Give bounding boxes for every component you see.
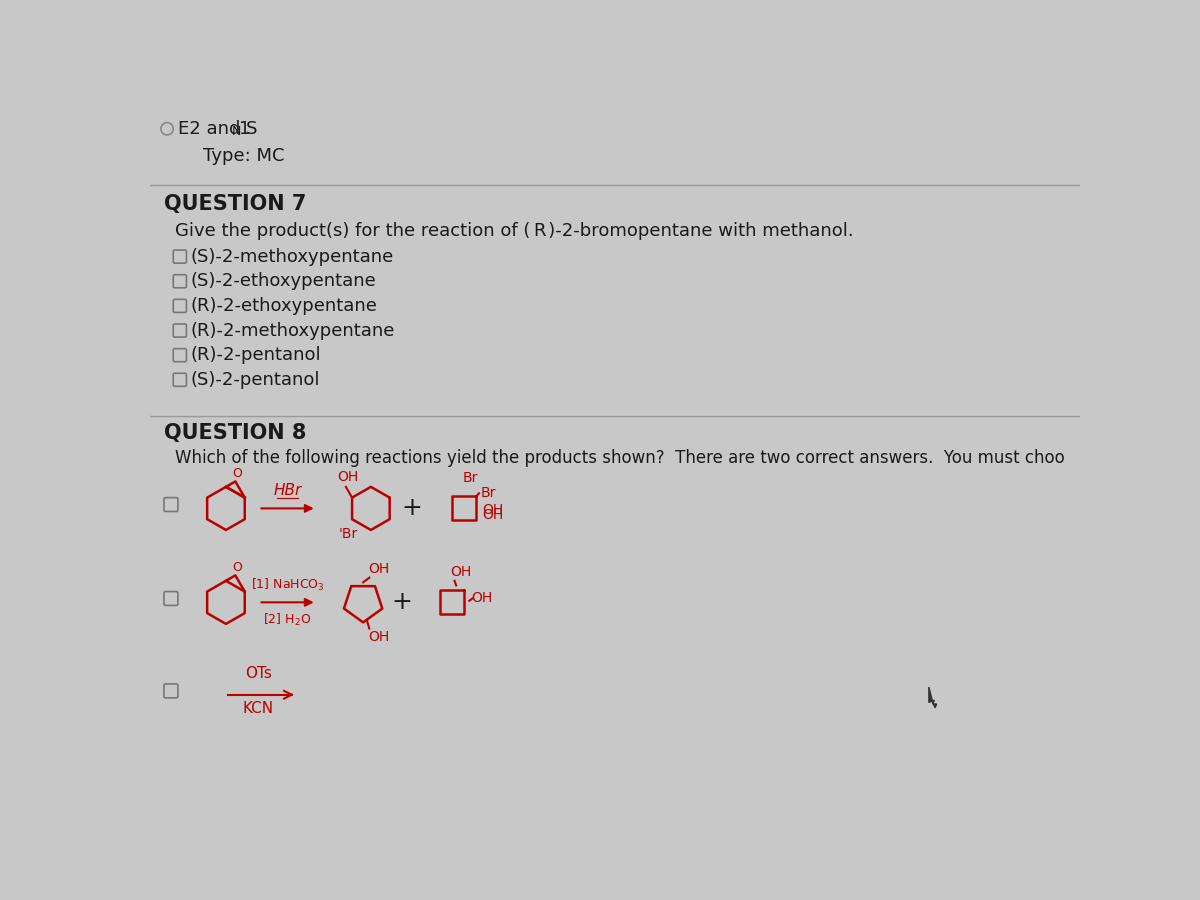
Text: (R)-2-methoxypentane: (R)-2-methoxypentane xyxy=(191,321,395,339)
Text: 1: 1 xyxy=(239,120,251,138)
Text: OH: OH xyxy=(482,503,504,517)
Text: O: O xyxy=(232,467,242,480)
FancyBboxPatch shape xyxy=(173,250,186,263)
Text: QUESTION 8: QUESTION 8 xyxy=(164,423,306,443)
Polygon shape xyxy=(929,687,937,707)
FancyBboxPatch shape xyxy=(173,374,186,386)
Text: OTs: OTs xyxy=(245,666,272,681)
Text: (R)-2-pentanol: (R)-2-pentanol xyxy=(191,346,320,364)
Text: Which of the following reactions yield the products shown?  There are two correc: Which of the following reactions yield t… xyxy=(175,448,1064,466)
Text: HBr: HBr xyxy=(274,482,301,498)
Text: +: + xyxy=(391,590,413,615)
Circle shape xyxy=(161,122,173,135)
Text: [1] NaHCO$_3$: [1] NaHCO$_3$ xyxy=(251,577,324,593)
FancyBboxPatch shape xyxy=(164,498,178,511)
FancyBboxPatch shape xyxy=(173,348,186,362)
FancyBboxPatch shape xyxy=(173,300,186,312)
Text: [2] H$_2$O: [2] H$_2$O xyxy=(264,612,312,627)
Text: QUESTION 7: QUESTION 7 xyxy=(164,194,306,214)
Text: OH: OH xyxy=(482,508,504,522)
Text: OH: OH xyxy=(367,630,389,644)
Text: Give the product(s) for the reaction of ( R )-2-bromopentane with methanol.: Give the product(s) for the reaction of … xyxy=(175,222,853,240)
Text: Br: Br xyxy=(462,472,478,485)
Text: OH: OH xyxy=(367,562,389,576)
Text: (S)-2-ethoxypentane: (S)-2-ethoxypentane xyxy=(191,272,376,290)
Text: +: + xyxy=(402,497,422,520)
Text: OH: OH xyxy=(470,591,492,606)
Text: Br: Br xyxy=(481,486,497,500)
Text: 'Br: 'Br xyxy=(338,526,358,541)
Text: KCN: KCN xyxy=(242,701,274,716)
Text: OH: OH xyxy=(451,565,472,580)
Text: O: O xyxy=(232,561,242,574)
Text: OH: OH xyxy=(337,470,359,484)
Text: (S)-2-pentanol: (S)-2-pentanol xyxy=(191,371,319,389)
FancyBboxPatch shape xyxy=(173,324,186,338)
Text: Type: MC: Type: MC xyxy=(203,147,284,165)
Text: N: N xyxy=(232,124,241,138)
FancyBboxPatch shape xyxy=(173,274,186,288)
FancyBboxPatch shape xyxy=(164,591,178,606)
Text: (S)-2-methoxypentane: (S)-2-methoxypentane xyxy=(191,248,394,266)
Text: (R)-2-ethoxypentane: (R)-2-ethoxypentane xyxy=(191,297,377,315)
FancyBboxPatch shape xyxy=(164,684,178,698)
Text: E2 and S: E2 and S xyxy=(178,120,257,138)
